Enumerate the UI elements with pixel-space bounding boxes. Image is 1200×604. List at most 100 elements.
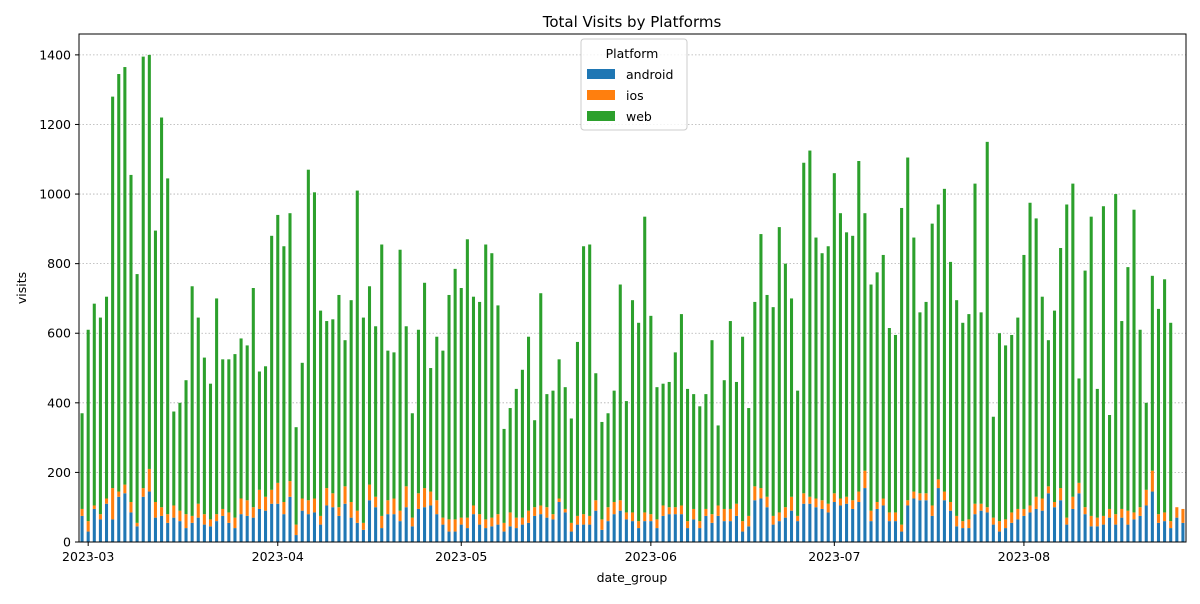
bar-web <box>661 383 665 506</box>
bar-web <box>319 310 323 516</box>
bar-ios <box>404 486 408 508</box>
bar-android <box>832 501 836 542</box>
bar-web <box>343 340 347 487</box>
bar-web <box>698 406 702 522</box>
bar-web <box>704 394 708 509</box>
bar-ios <box>123 484 127 494</box>
bar-ios <box>465 517 469 529</box>
bar-ios <box>135 522 139 527</box>
bar-android <box>1034 508 1038 542</box>
bar-web <box>300 362 304 499</box>
bar-android <box>771 524 775 542</box>
bar-ios <box>728 508 732 522</box>
bar-ios <box>288 481 292 497</box>
bar-ios <box>423 488 427 508</box>
bar-ios <box>325 488 329 506</box>
bar-web <box>814 237 818 499</box>
bar-web <box>600 421 604 520</box>
bar-android <box>233 528 237 542</box>
bar-android <box>893 521 898 542</box>
bar-ios <box>1095 517 1099 527</box>
bar-web <box>606 413 610 508</box>
bar-android <box>264 510 268 542</box>
bar-ios <box>832 493 836 502</box>
bar-ios <box>508 512 512 527</box>
bar-ios <box>961 521 965 529</box>
bar-ios <box>153 501 157 518</box>
bar-android <box>949 510 953 542</box>
bar-ios <box>270 489 274 504</box>
bar-ios <box>1046 486 1050 494</box>
bar-android <box>1150 491 1154 542</box>
bar-web <box>478 301 482 515</box>
bar-android <box>1040 510 1044 542</box>
bar-ios <box>722 508 726 522</box>
x-tick-label: 2023-05 <box>435 549 487 564</box>
bar-ios <box>1175 507 1179 518</box>
bar-android <box>1046 493 1050 542</box>
bar-web <box>955 300 959 516</box>
bar-android <box>594 510 598 542</box>
bar-android <box>851 508 855 542</box>
bar-web <box>973 183 977 504</box>
bar-ios <box>649 514 653 522</box>
bar-ios <box>178 510 182 522</box>
bar-android <box>147 491 151 542</box>
bar-web <box>221 359 225 509</box>
x-axis: 2023-03 2023-04 2023-05 2023-06 2023-07 2023-… <box>62 542 1050 564</box>
bar-web <box>1004 345 1008 520</box>
bar-android <box>845 503 849 542</box>
bar-web <box>135 274 139 523</box>
bar-android <box>435 514 439 542</box>
bar-android <box>539 514 543 542</box>
bar-android <box>1059 500 1063 542</box>
bar-ios <box>1010 512 1014 523</box>
bar-ios <box>1004 519 1008 529</box>
bar-ios <box>820 500 824 509</box>
bar-ios <box>734 503 738 516</box>
bar-ios <box>166 514 170 523</box>
bar-ios <box>618 500 622 511</box>
bar-android <box>98 519 102 542</box>
bar-android <box>1095 526 1099 542</box>
bar-android <box>918 500 922 542</box>
bar-android <box>900 531 904 542</box>
bar-ios <box>184 514 188 529</box>
bar-web <box>270 235 274 490</box>
bar-web <box>416 329 420 494</box>
bar-ios <box>857 491 861 502</box>
x-tick-label: 2023-07 <box>808 549 860 564</box>
bar-ios <box>893 512 898 522</box>
bar-android <box>643 521 647 542</box>
bar-ios <box>771 515 775 525</box>
bar-ios <box>129 501 133 513</box>
bar-web <box>129 174 133 502</box>
bar-web <box>649 315 653 515</box>
bar-ios <box>1144 489 1148 506</box>
bar-android <box>202 524 206 542</box>
bar-web <box>141 56 145 489</box>
bar-ios <box>429 491 433 506</box>
bar-web <box>257 371 261 490</box>
bar-android <box>251 517 255 542</box>
bar-ios <box>955 515 959 527</box>
bar-ios <box>930 505 934 516</box>
bar-web <box>985 141 989 508</box>
bar-ios <box>637 521 641 529</box>
bar-web <box>306 169 310 501</box>
bar-ios <box>1028 505 1032 513</box>
bar-ios <box>814 498 818 508</box>
bar-android <box>306 514 310 542</box>
bar-ios <box>863 470 867 489</box>
bar-web <box>386 350 390 501</box>
bar-web <box>875 272 879 502</box>
bar-web <box>1126 267 1130 511</box>
bar-android <box>367 500 372 542</box>
bar-web <box>667 381 671 508</box>
bar-android <box>655 528 659 542</box>
y-tick-label: 1400 <box>39 47 71 62</box>
bar-web <box>1132 209 1136 513</box>
bar-web <box>1169 322 1173 522</box>
bar-ios <box>557 498 561 502</box>
bar-ios <box>551 514 555 520</box>
